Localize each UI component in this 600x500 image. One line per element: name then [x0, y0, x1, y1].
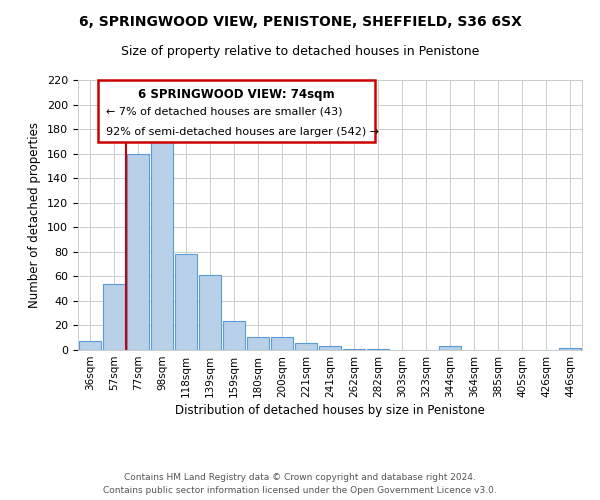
Bar — [127, 154, 149, 350]
Bar — [343, 349, 365, 350]
Bar — [151, 135, 173, 350]
X-axis label: Distribution of detached houses by size in Penistone: Distribution of detached houses by size … — [175, 404, 485, 417]
Text: 92% of semi-detached houses are larger (542) →: 92% of semi-detached houses are larger (… — [106, 127, 379, 137]
Bar — [175, 254, 197, 350]
Bar — [103, 284, 125, 350]
Bar — [199, 275, 221, 350]
Text: Contains public sector information licensed under the Open Government Licence v3: Contains public sector information licen… — [103, 486, 497, 495]
Text: Contains HM Land Registry data © Crown copyright and database right 2024.: Contains HM Land Registry data © Crown c… — [124, 474, 476, 482]
Text: Size of property relative to detached houses in Penistone: Size of property relative to detached ho… — [121, 45, 479, 58]
Bar — [223, 320, 245, 350]
FancyBboxPatch shape — [98, 80, 376, 142]
Bar — [559, 348, 581, 350]
Text: 6 SPRINGWOOD VIEW: 74sqm: 6 SPRINGWOOD VIEW: 74sqm — [139, 88, 335, 101]
Bar — [79, 342, 101, 350]
Y-axis label: Number of detached properties: Number of detached properties — [28, 122, 41, 308]
Bar — [271, 336, 293, 350]
Bar — [295, 342, 317, 350]
Text: 6, SPRINGWOOD VIEW, PENISTONE, SHEFFIELD, S36 6SX: 6, SPRINGWOOD VIEW, PENISTONE, SHEFFIELD… — [79, 15, 521, 29]
Bar — [367, 349, 389, 350]
Bar — [319, 346, 341, 350]
Text: ← 7% of detached houses are smaller (43): ← 7% of detached houses are smaller (43) — [106, 107, 342, 117]
Bar — [439, 346, 461, 350]
Bar — [247, 336, 269, 350]
